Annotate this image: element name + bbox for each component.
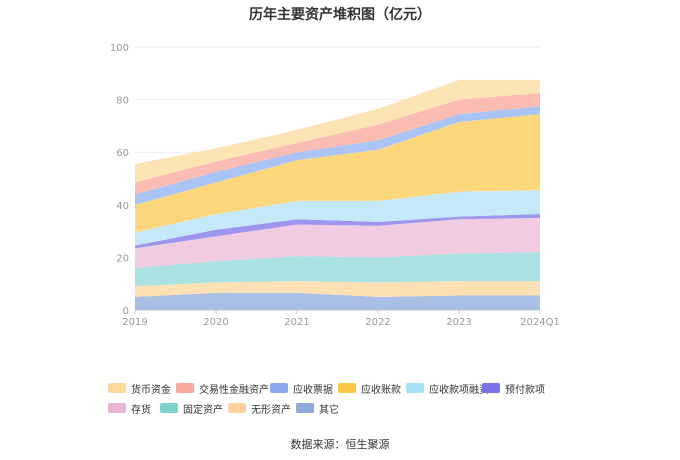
legend-item-receivables-financing[interactable]: 应收款项融资 [406,381,489,396]
area-series[interactable] [135,214,540,249]
legend-label: 预付款项 [505,384,545,396]
x-tick-label: 2020 [203,317,228,328]
legend-item-inventory[interactable]: 存货 [108,401,158,416]
y-tick-label: 40 [116,201,129,212]
legend-item-other[interactable]: 其它 [296,401,362,416]
legend-swatch [228,403,246,413]
legend-swatch [108,383,126,393]
legend-swatch [482,383,500,393]
legend-item-notes-receivable[interactable]: 应收票据 [270,381,336,396]
y-tick-label: 20 [116,253,129,264]
x-tick-label: 2023 [446,317,471,328]
legend-swatch [296,403,314,413]
y-tick-label: 100 [110,43,129,54]
legend-swatch [160,403,178,413]
area-series[interactable] [135,217,540,268]
legend-label: 货币资金 [131,384,171,396]
area-series[interactable] [135,292,540,310]
area-series[interactable] [135,79,540,183]
legend-item-prepayments[interactable]: 预付款项 [482,381,548,396]
legend-label: 固定资产 [183,404,223,416]
legend-swatch [108,403,126,413]
area-series[interactable] [135,281,540,297]
legend-label: 应收票据 [293,384,333,396]
x-tick-label: 2024Q1 [520,317,560,328]
legend-label: 无形资产 [251,404,291,416]
area-series[interactable] [135,93,540,195]
area-series[interactable] [135,190,540,246]
legend-swatch [270,383,288,393]
y-tick-label: 60 [116,148,129,159]
legend-label: 应收款项融资 [429,384,489,396]
legend-label: 交易性金融资产 [199,384,269,396]
area-series[interactable] [135,106,540,205]
stacked-area-chart: 0 20 40 60 80 100 2019 2020 2021 2022 2023 2024Q1 [110,43,560,328]
area-series[interactable] [135,252,540,287]
chart-title: 历年主要资产堆积图（亿元） [249,7,431,23]
x-tick-label: 2022 [365,317,390,328]
legend-item-trading-financial-assets[interactable]: 交易性金融资产 [176,381,269,396]
legend-label: 存货 [131,404,151,416]
legend-label: 其它 [319,404,339,416]
legend-item-accounts-receivable[interactable]: 应收账款 [338,381,404,396]
legend-item-intangible-assets[interactable]: 无形资产 [228,401,294,416]
y-tick-label: 80 [116,96,129,107]
legend-swatch [338,383,356,393]
area-series[interactable] [135,114,540,233]
y-tick-label: 0 [123,306,129,317]
legend-item-fixed-assets[interactable]: 固定资产 [160,401,226,416]
legend-swatch [176,383,194,393]
x-tick-label: 2021 [284,317,309,328]
legend-item-cash[interactable]: 货币资金 [108,381,174,396]
legend-swatch [406,383,424,393]
chart-legend: 货币资金 交易性金融资产 应收票据 应收账款 应收款项融资 预付款项 存货 [108,378,608,418]
x-tick-label: 2019 [122,317,147,328]
legend-label: 应收账款 [361,384,401,396]
data-source-note: 数据来源：恒生聚源 [290,438,390,451]
